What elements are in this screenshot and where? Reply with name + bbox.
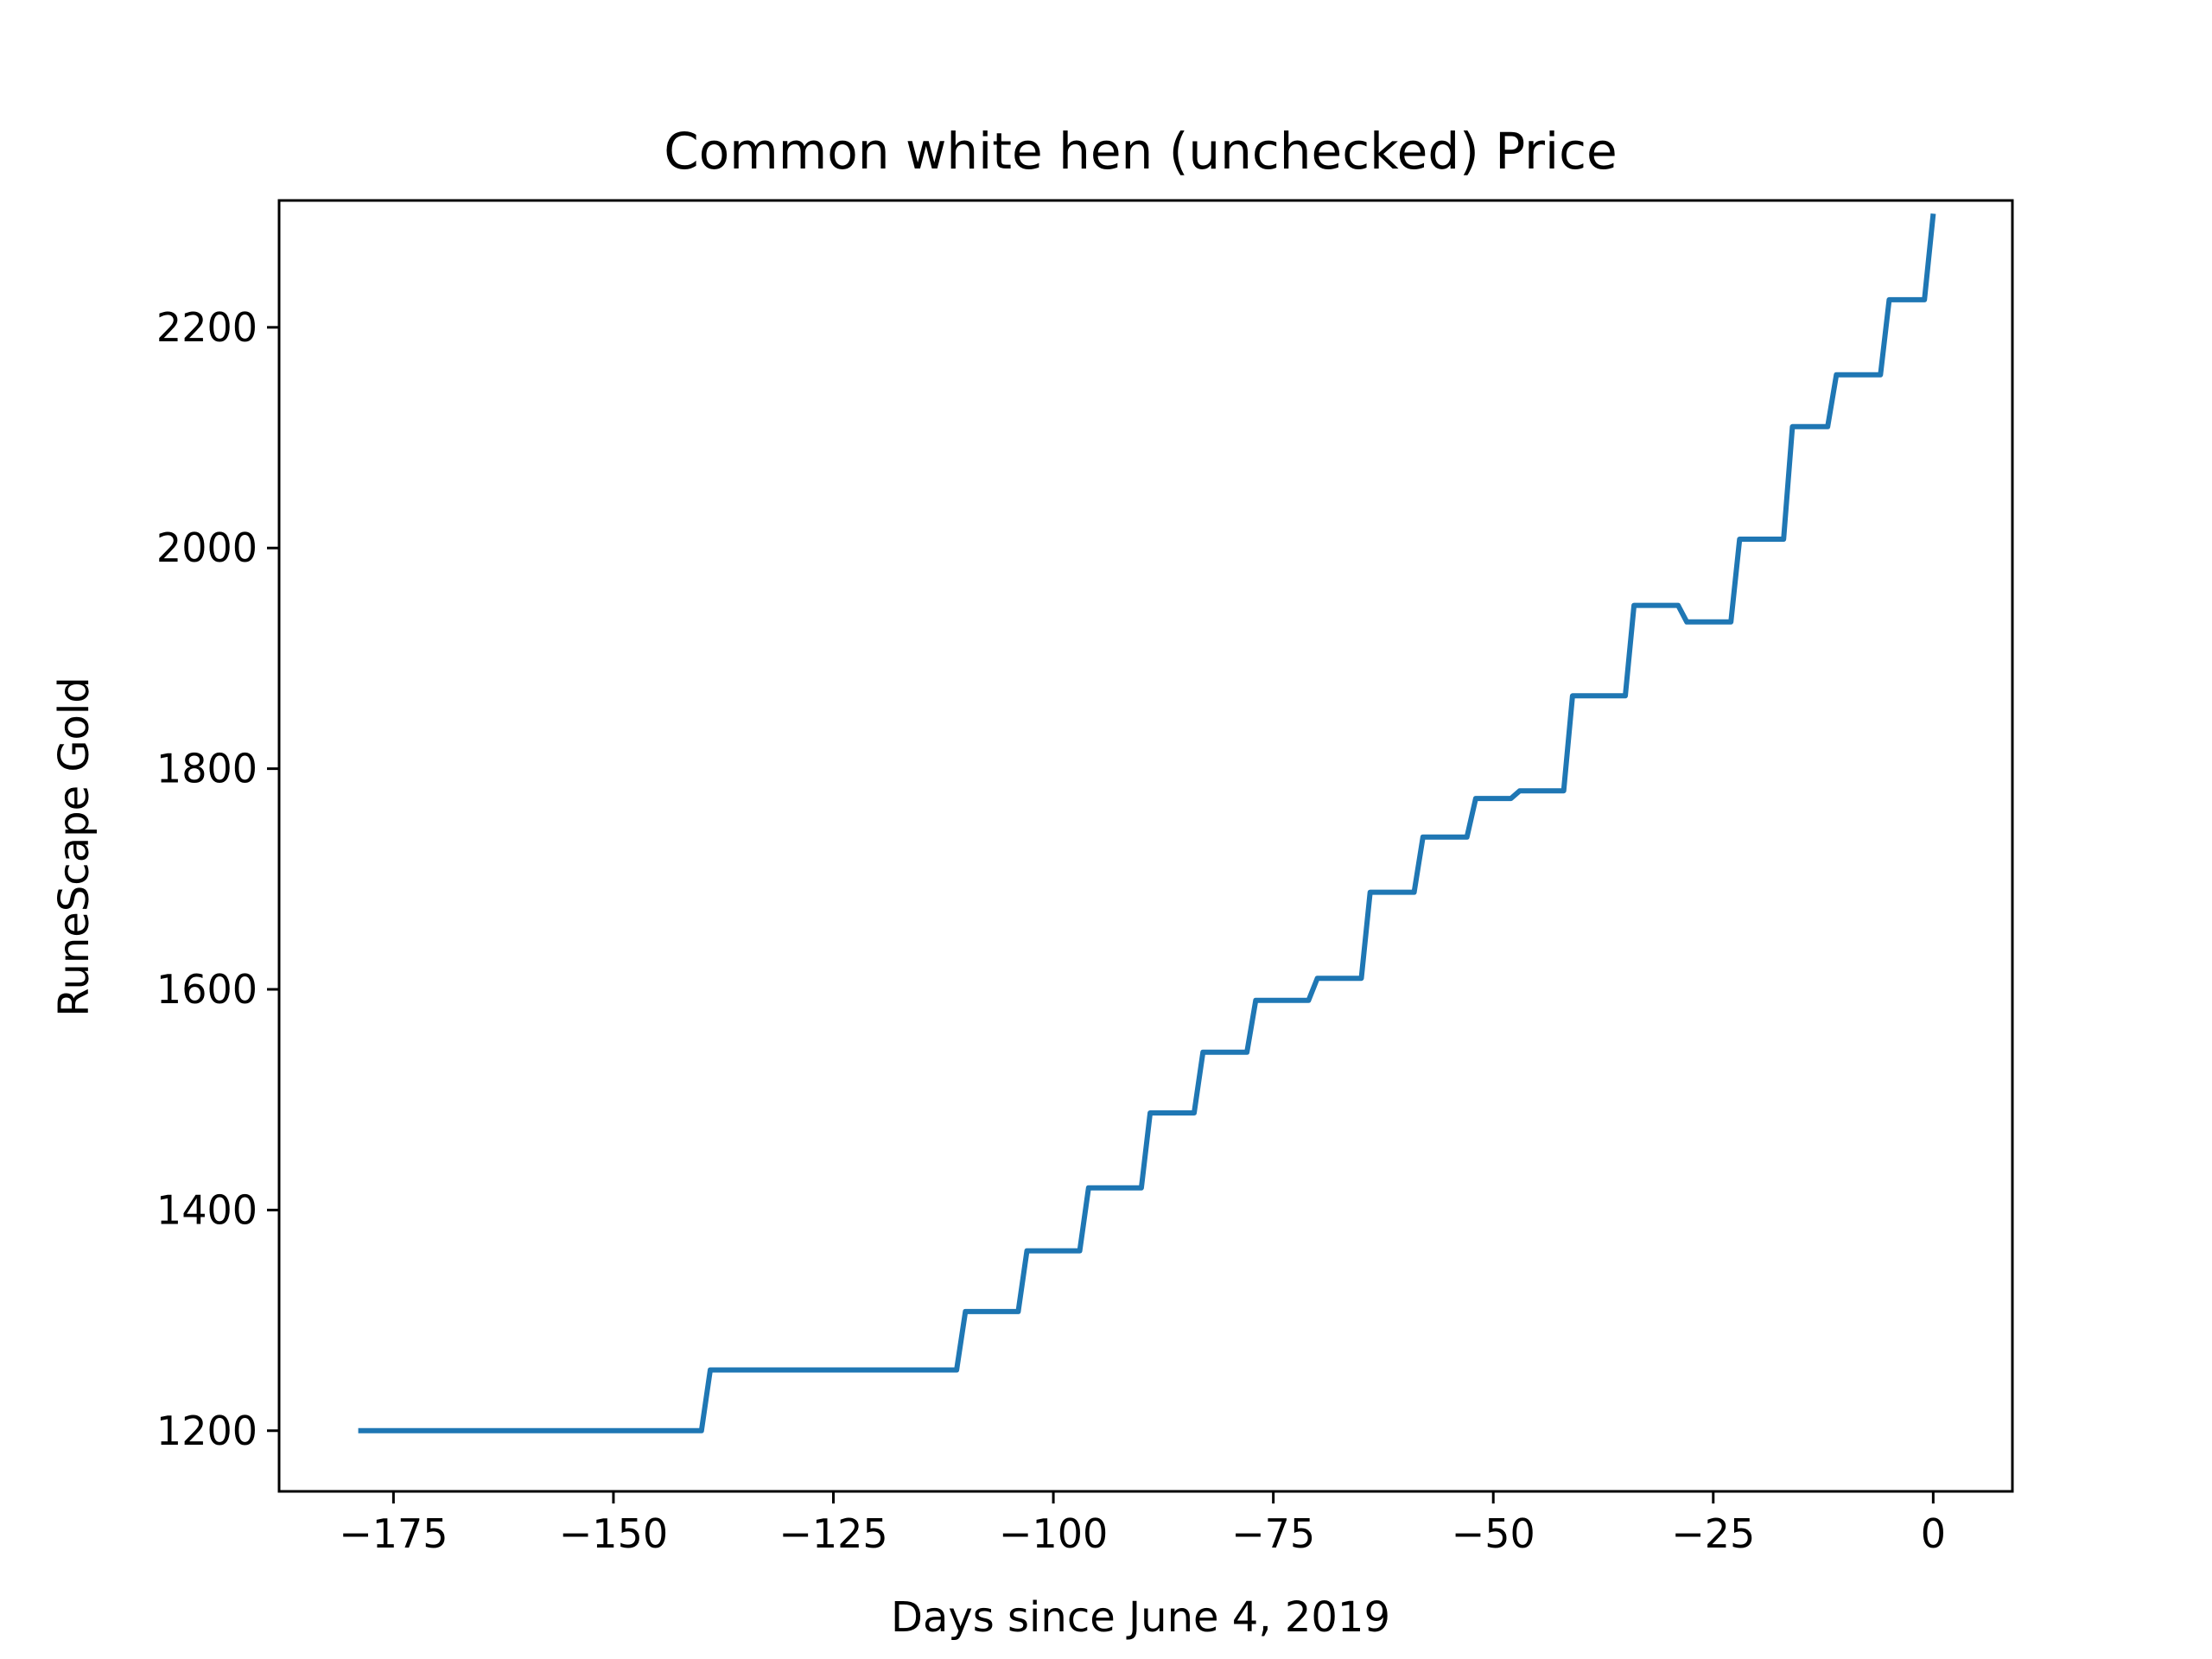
y-tick-label: 1800 [156,746,257,792]
y-tick-label: 1400 [156,1186,257,1233]
x-tick-label: −125 [779,1510,887,1557]
y-axis-ticks: 1200 1400 1600 1800 2000 2200 [156,304,279,1454]
x-tick-label: −50 [1452,1510,1535,1557]
chart-title: Common white hen (unchecked) Price [664,122,1617,181]
x-tick-label: −75 [1231,1510,1315,1557]
y-tick-label: 2000 [156,524,257,571]
y-axis-label: RuneScape Gold [50,677,99,1016]
x-tick-label: −175 [339,1510,448,1557]
x-tick-label: −150 [559,1510,668,1557]
plot-area-frame [277,199,2014,1493]
y-tick-label: 2200 [156,304,257,351]
y-tick-label: 1200 [156,1408,257,1454]
x-axis-ticks: −175 −150 −125 −100 −75 −50 −25 0 [339,1491,1946,1557]
x-axis-label: Days since June 4, 2019 [891,1593,1390,1642]
y-tick-label: 1600 [156,966,257,1013]
x-tick-label: −25 [1671,1510,1755,1557]
x-tick-label: 0 [1921,1510,1946,1557]
x-tick-label: −100 [999,1510,1108,1557]
price-series-line [358,213,1936,1433]
